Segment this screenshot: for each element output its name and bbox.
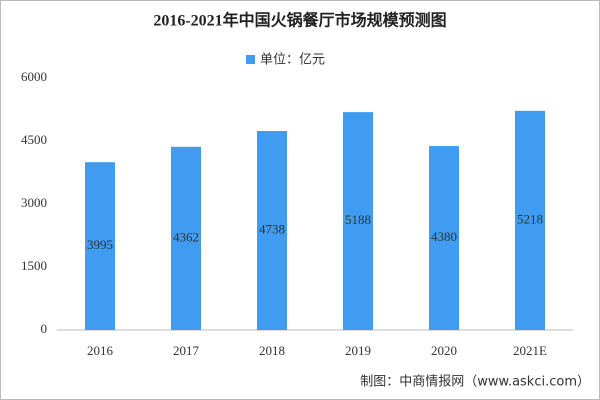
y-tick-label: 1500 [21, 258, 47, 273]
y-tick-label: 0 [41, 321, 48, 336]
x-tick-label: 2017 [173, 343, 200, 358]
chart-title: 2016-2021年中国火锅餐厅市场规模预测图 [153, 11, 446, 30]
bar [429, 146, 459, 330]
y-tick-label: 3000 [21, 195, 47, 210]
bar [85, 162, 115, 330]
x-tick-label: 2020 [431, 343, 457, 358]
data-label: 4738 [259, 221, 285, 236]
source-note: 制图：中商情报网（www.askci.com） [360, 375, 590, 390]
bar [171, 146, 201, 330]
x-tick-label: 2021E [513, 343, 547, 358]
bar [343, 112, 373, 330]
x-tick-label: 2018 [259, 343, 285, 358]
legend-label: 单位：亿元 [260, 53, 325, 68]
bar [515, 110, 545, 331]
data-label: 5218 [517, 211, 543, 226]
data-label: 5188 [345, 212, 371, 227]
data-label: 4380 [431, 229, 457, 244]
bar [257, 131, 287, 330]
data-label: 4362 [173, 229, 199, 244]
y-tick-label: 4500 [21, 132, 47, 147]
x-tick-label: 2019 [345, 343, 371, 358]
y-tick-label: 6000 [21, 69, 47, 84]
legend-swatch [246, 55, 255, 64]
x-tick-label: 2016 [87, 343, 114, 358]
data-label: 3995 [87, 237, 113, 252]
